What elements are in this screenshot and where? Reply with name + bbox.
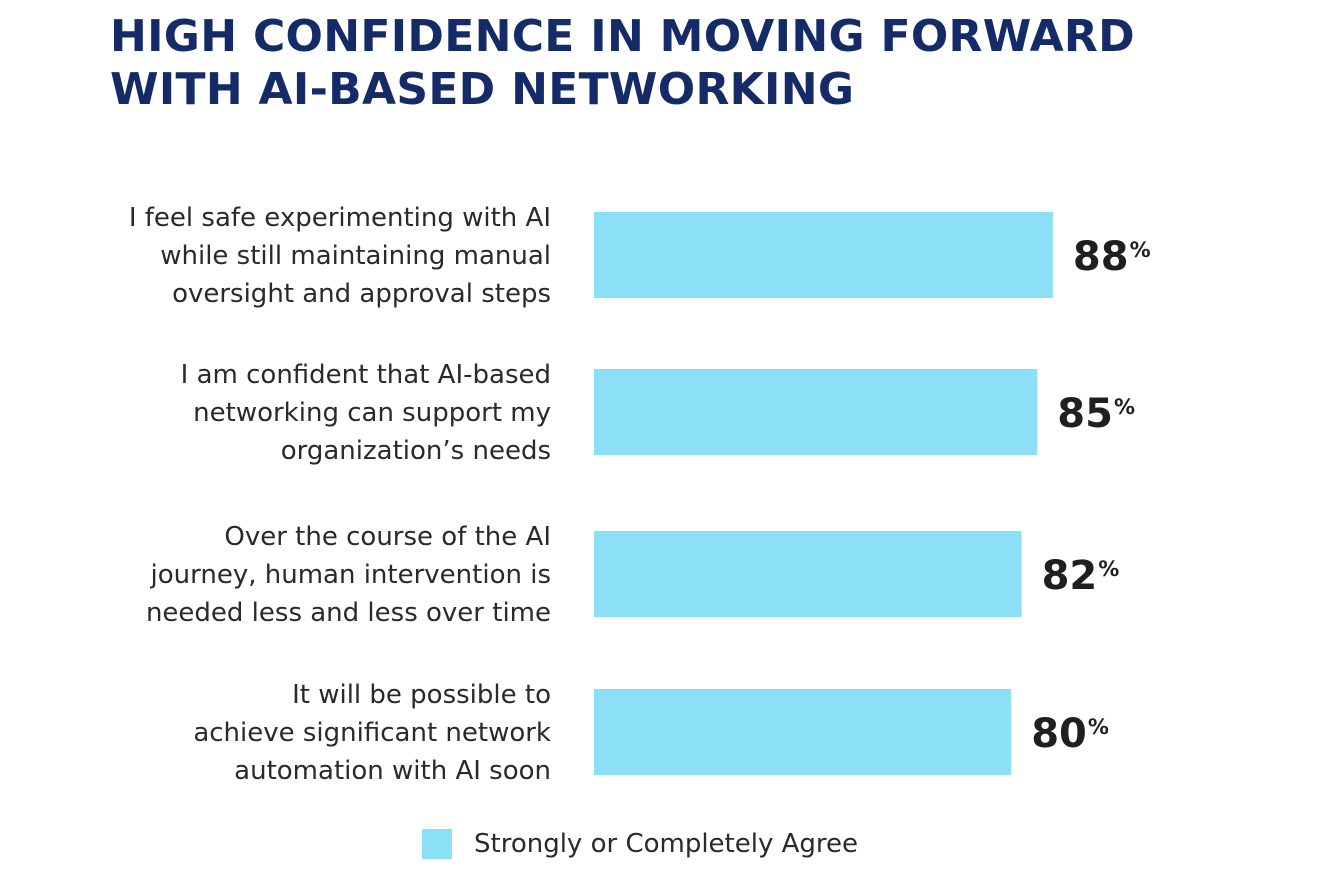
category-label-1: I feel safe experimenting with AI while s… — [129, 203, 551, 309]
chart-title: HIGH CONFIDENCE IN MOVING FORWARD WITH A… — [110, 10, 1135, 116]
value-label-2: 85% — [1057, 391, 1135, 437]
bar-2 — [594, 369, 1038, 455]
chart-title-line-1: HIGH CONFIDENCE IN MOVING FORWARD — [110, 11, 1135, 62]
category-label-line: needed less and less over time — [146, 598, 551, 628]
category-label-line: achieve significant network — [193, 718, 551, 748]
category-label-3: Over the course of the AI journey, human … — [146, 522, 551, 628]
category-label-line: organization’s needs — [281, 436, 551, 466]
legend-swatch — [422, 829, 452, 859]
category-label-line: journey, human intervention is — [150, 560, 551, 590]
category-label-line: oversight and approval steps — [172, 279, 551, 309]
category-label-line: automation with AI soon — [234, 756, 551, 786]
legend: Strongly or Completely Agree — [422, 828, 858, 860]
category-label-line: It will be possible to — [292, 680, 551, 710]
category-label-line: while still maintaining manual — [160, 241, 551, 271]
value-label-4: 80% — [1031, 711, 1109, 757]
category-label-2: I am confident that AI-based networking c… — [181, 360, 551, 466]
category-label-line: I feel safe experimenting with AI — [129, 203, 551, 233]
bar-4 — [594, 689, 1012, 775]
value-label-3: 82% — [1042, 553, 1120, 599]
legend-label: Strongly or Completely Agree — [474, 829, 859, 859]
category-label-4: It will be possible to achieve significan… — [193, 680, 551, 786]
category-label-line: networking can support my — [193, 398, 551, 428]
category-label-line: Over the course of the AI — [224, 522, 551, 552]
bar-1 — [594, 212, 1053, 298]
bar-chart: I feel safe experimenting with AI while s… — [129, 203, 1151, 786]
bar-3 — [594, 531, 1022, 617]
category-label-line: I am confident that AI-based — [181, 360, 551, 390]
chart-title-line-2: WITH AI-BASED NETWORKING — [110, 64, 855, 115]
value-label-1: 88% — [1073, 234, 1151, 280]
